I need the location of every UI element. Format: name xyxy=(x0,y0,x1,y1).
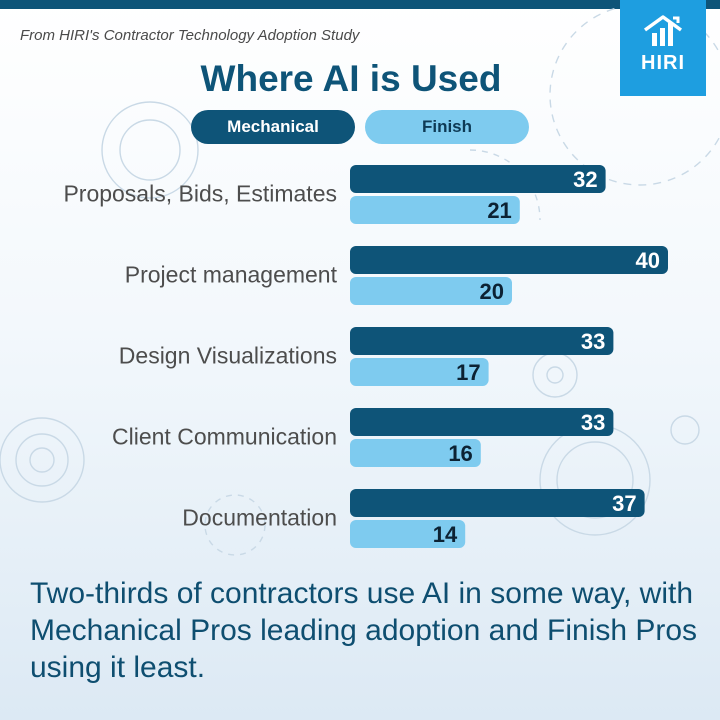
data-label-finish: 14 xyxy=(433,522,458,547)
bar-finish xyxy=(350,277,512,305)
data-label-mechanical: 37 xyxy=(612,491,636,516)
data-label-finish: 21 xyxy=(487,198,511,223)
bar-finish xyxy=(350,358,489,386)
hiri-logo: HIRI xyxy=(620,0,706,96)
bar-mechanical xyxy=(350,246,668,274)
data-label-finish: 16 xyxy=(448,441,472,466)
bar-mechanical xyxy=(350,408,614,436)
data-label-finish: 20 xyxy=(480,279,504,304)
bar-mechanical xyxy=(350,327,614,355)
house-chart-icon xyxy=(643,15,683,46)
category-label: Client Communication xyxy=(112,424,337,450)
logo-text: HIRI xyxy=(641,52,685,74)
legend-mechanical: Mechanical xyxy=(191,110,355,144)
legend-finish: Finish xyxy=(365,110,529,144)
top-accent-bar xyxy=(0,0,720,9)
bar-mechanical xyxy=(350,489,645,517)
bar-mechanical xyxy=(350,165,606,193)
bar-finish xyxy=(350,196,520,224)
data-label-mechanical: 33 xyxy=(581,410,605,435)
bar-finish xyxy=(350,439,481,467)
data-label-mechanical: 40 xyxy=(636,248,660,273)
category-label: Project management xyxy=(125,262,338,288)
category-label: Design Visualizations xyxy=(119,343,337,369)
category-label: Documentation xyxy=(182,505,337,531)
data-label-finish: 17 xyxy=(456,360,480,385)
category-label: Proposals, Bids, Estimates xyxy=(63,181,337,207)
source-note: From HIRI's Contractor Technology Adopti… xyxy=(20,27,360,44)
data-label-mechanical: 33 xyxy=(581,329,605,354)
chart-title: Where AI is Used xyxy=(200,58,502,99)
data-label-mechanical: 32 xyxy=(573,167,597,192)
bar-finish xyxy=(350,520,466,548)
summary-caption: Two-thirds of contractors use AI in some… xyxy=(30,577,698,684)
